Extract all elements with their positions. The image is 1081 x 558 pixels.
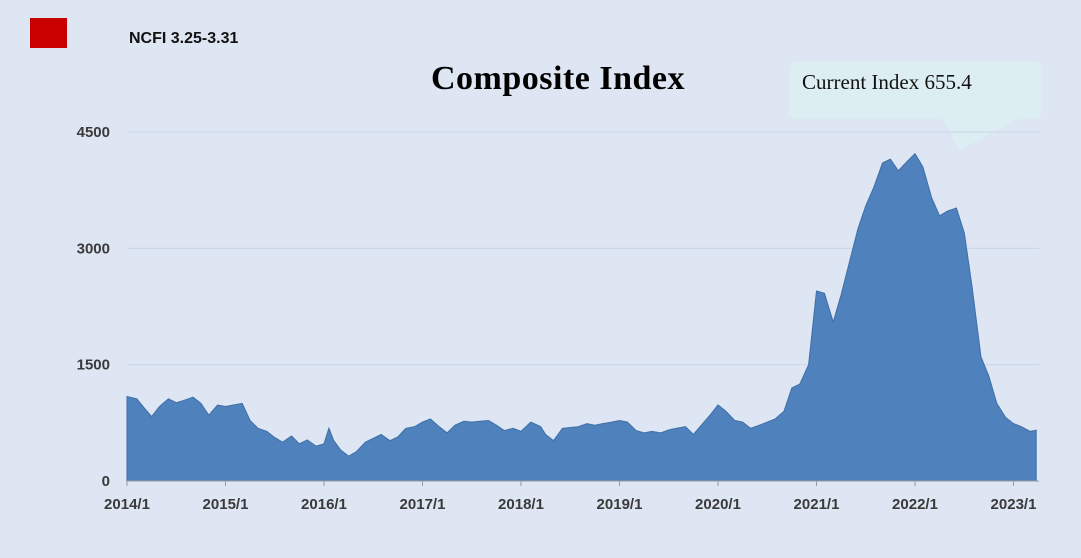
x-tick-label: 2018/1 xyxy=(498,496,544,513)
y-tick-label: 0 xyxy=(102,473,110,490)
x-tick-label: 2016/1 xyxy=(301,496,347,513)
y-tick-label: 3000 xyxy=(77,240,110,257)
x-tick-label: 2015/1 xyxy=(203,496,249,513)
x-tick-label: 2020/1 xyxy=(695,496,741,513)
legend-label: NCFI 3.25-3.31 xyxy=(129,30,239,47)
x-tick-label: 2021/1 xyxy=(794,496,840,513)
x-tick-label: 2014/1 xyxy=(104,496,150,513)
x-tick-label: 2022/1 xyxy=(892,496,938,513)
callout-bubble xyxy=(789,61,1042,119)
callout-text: Current Index 655.4 xyxy=(802,70,972,94)
x-tick-label: 2017/1 xyxy=(400,496,446,513)
y-tick-label: 1500 xyxy=(77,357,110,374)
x-tick-label: 2023/1 xyxy=(991,496,1037,513)
y-tick-label: 4500 xyxy=(77,124,110,141)
chart-title: Composite Index xyxy=(430,60,686,97)
legend-swatch xyxy=(30,18,67,48)
x-tick-label: 2019/1 xyxy=(597,496,643,513)
series-area xyxy=(126,152,1037,482)
